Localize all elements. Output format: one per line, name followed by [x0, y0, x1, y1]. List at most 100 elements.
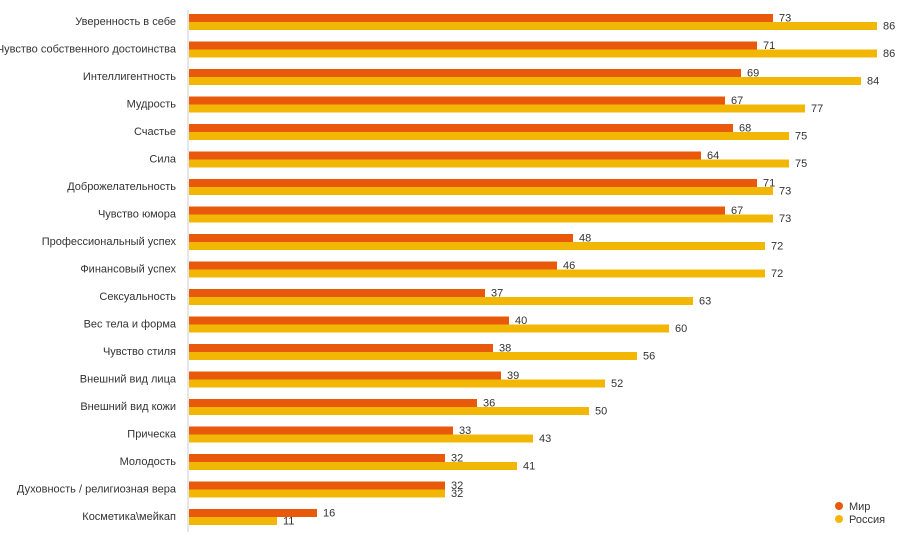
category-label: Чувство собственного достоинства: [0, 44, 177, 56]
value-label: 37: [491, 288, 503, 300]
bar-world: [189, 509, 317, 517]
category-label: Чувство юмора: [98, 209, 177, 221]
category-label: Прическа: [127, 429, 177, 441]
bar-russia: [189, 49, 877, 58]
value-label: 60: [675, 323, 687, 335]
value-label: 32: [451, 480, 463, 492]
category-label: Счастье: [134, 126, 176, 138]
category-label: Внешний вид кожи: [80, 401, 176, 413]
bar-world: [189, 371, 501, 380]
bar-russia: [189, 242, 765, 250]
category-label: Косметика\мейкап: [82, 511, 176, 523]
bar-russia: [189, 214, 773, 223]
category-label: Сила: [149, 154, 177, 166]
bar-world: [189, 179, 757, 187]
value-label: 67: [731, 205, 743, 217]
value-label: 39: [507, 370, 519, 382]
category-label: Финансовый успех: [80, 264, 176, 276]
value-label: 69: [747, 68, 759, 80]
bar-world: [189, 316, 509, 325]
value-label: 48: [579, 233, 591, 245]
category-label: Внешний вид лица: [80, 374, 177, 386]
bar-world: [189, 289, 485, 297]
legend-label: Россия: [849, 514, 885, 526]
bar-russia: [189, 462, 517, 470]
bar-world: [189, 124, 733, 132]
bar-world: [189, 454, 445, 462]
bar-world: [189, 261, 557, 270]
value-label: 52: [611, 378, 623, 390]
bar-world: [189, 206, 725, 215]
bar-world: [189, 69, 741, 77]
value-label: 63: [699, 296, 711, 308]
legend-label: Мир: [849, 501, 870, 513]
value-label: 33: [459, 425, 471, 437]
bar-russia: [189, 77, 861, 85]
bar-russia: [189, 297, 693, 305]
category-label: Молодость: [120, 456, 177, 468]
value-labels: 73 86 71 86 69 84 67 77 68 75 64 75 71 73 67 73 48 72 46 72…: [283, 13, 895, 528]
bar-world: [189, 481, 445, 490]
bar-russia: [189, 517, 277, 525]
value-label: 73: [779, 186, 791, 198]
bar-russia: [189, 22, 877, 30]
value-label: 75: [795, 131, 807, 143]
category-label: Доброжелательность: [67, 181, 176, 193]
value-label: 43: [539, 433, 551, 445]
bar-russia: [189, 324, 669, 333]
bar-russia: [189, 187, 773, 195]
value-label: 75: [795, 158, 807, 170]
value-label: 86: [883, 48, 895, 60]
value-label: 86: [883, 21, 895, 33]
value-label: 38: [499, 343, 511, 355]
value-label: 41: [523, 461, 535, 473]
category-label: Духовность / религиозная вера: [17, 484, 177, 496]
value-label: 50: [595, 406, 607, 418]
value-label: 67: [731, 95, 743, 107]
category-label: Уверенность в себе: [75, 16, 176, 28]
value-label: 40: [515, 315, 527, 327]
bar-russia: [189, 104, 805, 113]
value-label: 73: [779, 13, 791, 25]
bar-russia: [189, 489, 445, 498]
bar-world: [189, 14, 773, 22]
value-label: 64: [707, 150, 719, 162]
category-label: Сексуальность: [99, 291, 176, 303]
bar-world: [189, 399, 477, 407]
bar-russia: [189, 407, 589, 415]
value-label: 46: [563, 260, 575, 272]
value-label: 72: [771, 268, 783, 280]
value-label: 11: [283, 516, 294, 528]
bar-russia: [189, 269, 765, 278]
category-label: Мудрость: [127, 99, 177, 111]
bar-russia: [189, 132, 789, 140]
value-label: 71: [763, 40, 775, 52]
value-label: 73: [779, 213, 791, 225]
value-label: 16: [323, 508, 335, 520]
value-label: 71: [763, 178, 775, 190]
value-label: 56: [643, 351, 655, 363]
bar-russia: [189, 379, 605, 388]
bar-russia: [189, 352, 637, 360]
bar-world: [189, 41, 757, 50]
category-label: Вес тела и форма: [84, 319, 177, 331]
value-label: 77: [811, 103, 823, 115]
legend-marker: [835, 515, 843, 523]
bar-world: [189, 344, 493, 352]
legend-marker: [835, 502, 843, 510]
bar-russia: [189, 159, 789, 168]
bar-russia: [189, 434, 533, 443]
value-label: 32: [451, 453, 463, 465]
value-label: 68: [739, 123, 751, 135]
category-label: Профессиональный успех: [42, 236, 177, 248]
category-label: Интеллигентность: [83, 71, 176, 83]
bar-world: [189, 96, 725, 105]
value-label: 84: [867, 76, 879, 88]
value-label: 72: [771, 241, 783, 253]
bar-world: [189, 151, 701, 160]
bar-world: [189, 426, 453, 435]
category-label: Чувство стиля: [103, 346, 176, 358]
category-labels: Уверенность в себе Чувство собственного д…: [0, 16, 177, 523]
